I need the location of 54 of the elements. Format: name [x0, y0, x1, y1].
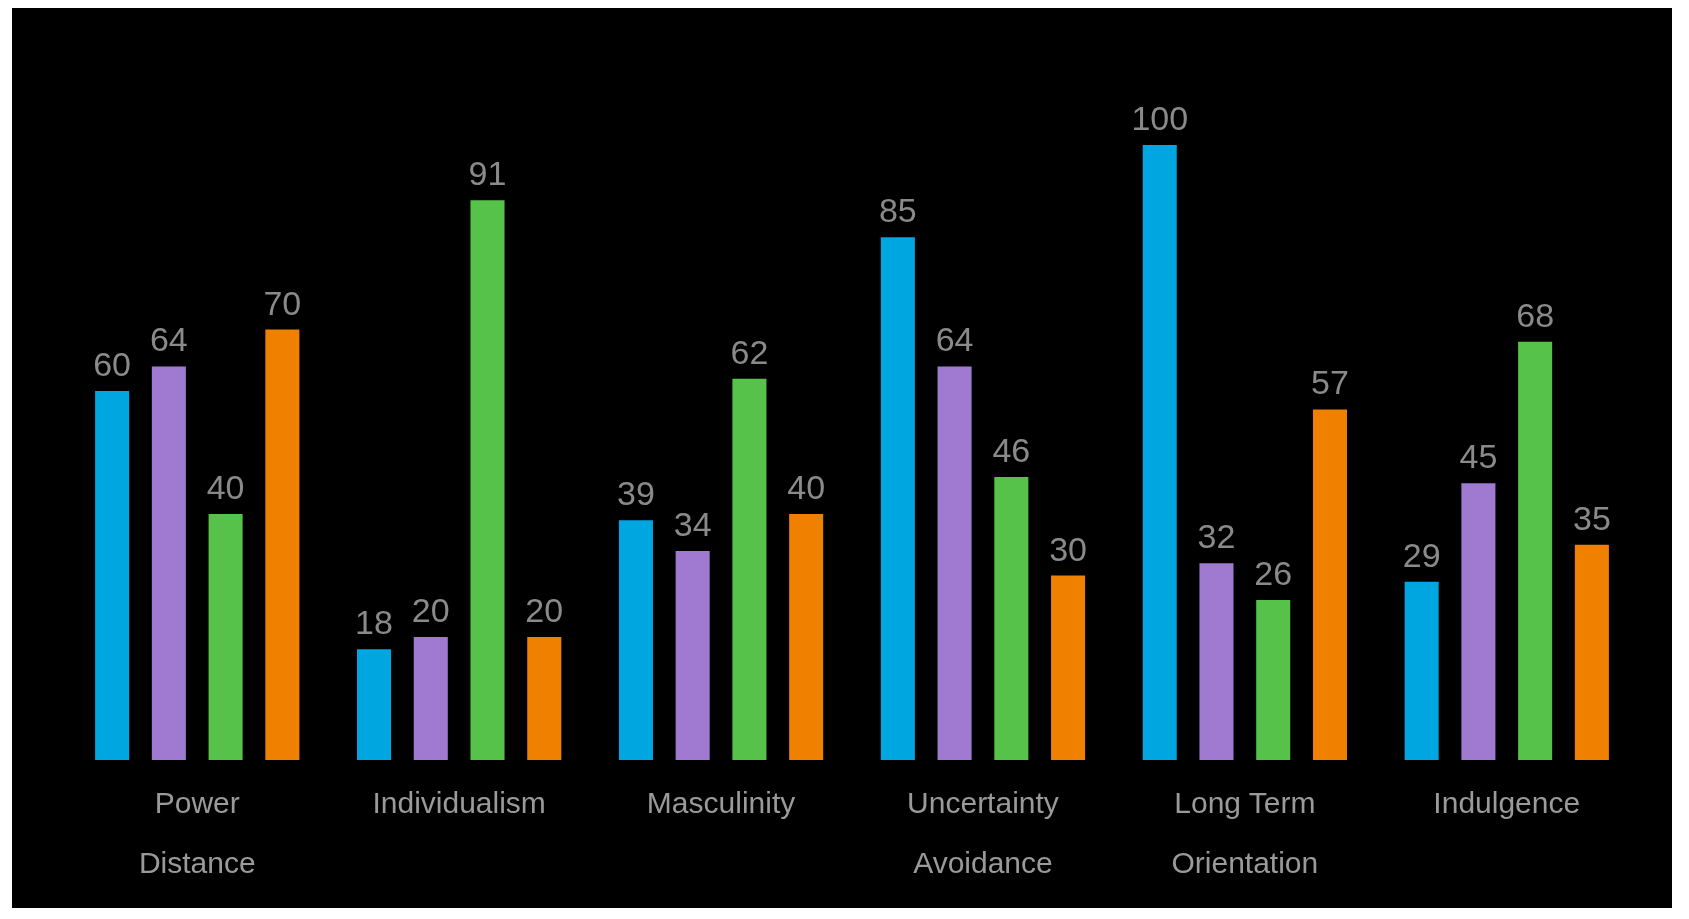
data-label: 39	[617, 474, 655, 513]
bar	[675, 550, 710, 760]
x-tick-label: Uncertainty Avoidance	[907, 785, 1059, 879]
data-label: 45	[1459, 437, 1498, 476]
bar	[470, 200, 505, 760]
data-label: 32	[1197, 517, 1236, 556]
x-tick-label: Power Distance	[138, 785, 256, 879]
bar	[1199, 563, 1234, 760]
data-label: 35	[1572, 498, 1611, 537]
x-tick-label: Masculinity	[646, 785, 796, 819]
data-label: 85	[878, 191, 917, 230]
bar	[151, 366, 186, 760]
data-label: 30	[1049, 529, 1087, 568]
data-label: 20	[525, 591, 564, 629]
bar	[265, 329, 300, 760]
data-label: 57	[1311, 363, 1349, 402]
bar	[937, 366, 972, 760]
bar	[95, 391, 130, 760]
data-label: 64	[149, 320, 188, 359]
bar	[208, 514, 243, 760]
bar	[1574, 544, 1609, 760]
bar	[789, 514, 824, 760]
x-tick-label: Indulgence	[1433, 785, 1581, 819]
bar	[1461, 483, 1496, 760]
data-label: 100	[1131, 99, 1189, 137]
data-label: 18	[355, 603, 393, 642]
data-label: 64	[935, 320, 974, 359]
data-label: 70	[263, 283, 302, 322]
bar	[618, 520, 653, 760]
bar	[880, 237, 915, 760]
bar	[732, 378, 767, 760]
data-label: 26	[1254, 554, 1293, 593]
bar	[357, 649, 392, 760]
bar	[1404, 581, 1439, 760]
data-label: 40	[787, 468, 826, 506]
data-label: 46	[992, 431, 1031, 470]
data-label: 29	[1402, 535, 1441, 574]
bar	[527, 637, 562, 760]
bar	[413, 637, 448, 760]
bar	[994, 477, 1029, 760]
data-label: 68	[1516, 295, 1555, 334]
x-tick-label: Long Term Orientation	[1171, 785, 1319, 879]
bar	[1142, 145, 1177, 760]
data-label: 34	[673, 504, 712, 543]
bar	[1051, 575, 1086, 760]
data-label: 20	[411, 591, 450, 629]
bar	[1518, 341, 1553, 760]
bar	[1312, 409, 1347, 760]
x-tick-label: Individualism	[372, 785, 546, 819]
data-label: 91	[468, 154, 507, 193]
data-label: 40	[206, 468, 245, 506]
data-label: 60	[93, 345, 132, 383]
bar	[1256, 600, 1291, 760]
data-label: 62	[730, 332, 769, 371]
